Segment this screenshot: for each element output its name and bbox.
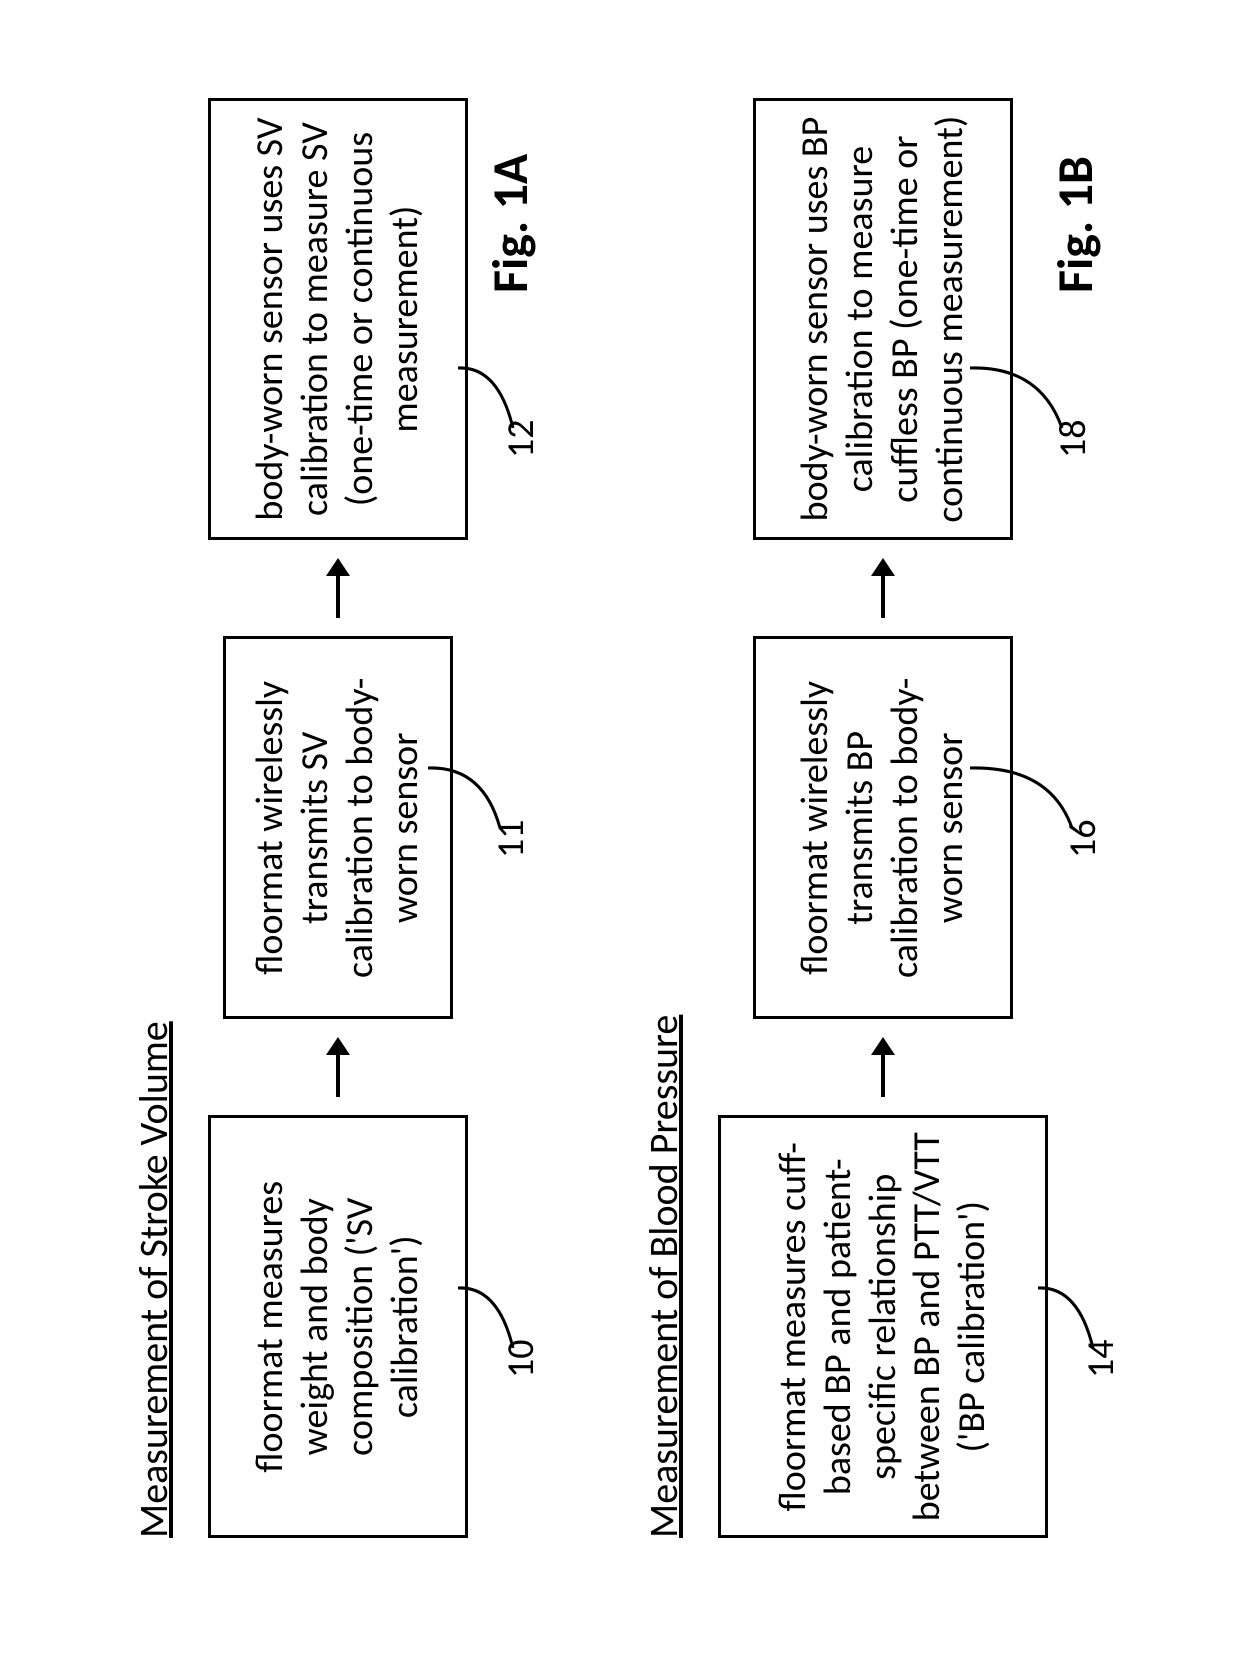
- arrow-icon: [863, 558, 903, 618]
- figure-b-ref-1: 14: [1078, 1339, 1124, 1378]
- figure-b-box-1: floormat measures cuff-based BP and pati…: [718, 1115, 1048, 1538]
- figure-a-ref-3: 12: [498, 419, 544, 458]
- figure-a-box-2: floormat wirelessly transmits SV calibra…: [223, 636, 453, 1019]
- figure-b-label: Fig. 1B: [1045, 156, 1106, 293]
- arrow-icon: [318, 1037, 358, 1097]
- figure-a-label: Fig. 1A: [480, 154, 541, 293]
- figure-a-box-1: floormat measures weight and body compos…: [208, 1115, 468, 1538]
- figure-b-ref-2: 16: [1060, 819, 1106, 858]
- figure-b-box-3: body-worn sensor uses BP calibration to …: [753, 98, 1013, 540]
- figure-b-ref-3: 18: [1050, 419, 1096, 458]
- figure-a-box-3: body-worn sensor uses SV calibration to …: [208, 98, 468, 540]
- figure-a-heading: Measurement of Stroke Volume: [130, 98, 178, 1538]
- figure-b-heading: Measurement of Blood Pressure: [640, 98, 688, 1538]
- figure-a-ref-1: 10: [498, 1339, 544, 1378]
- arrow-icon: [318, 558, 358, 618]
- arrow-icon: [863, 1037, 903, 1097]
- diagram-canvas: Measurement of Stroke Volume floormat me…: [0, 0, 1240, 1678]
- figure-a: Measurement of Stroke Volume floormat me…: [130, 98, 468, 1538]
- figure-a-ref-2: 11: [488, 819, 534, 858]
- figure-b: Measurement of Blood Pressure floormat m…: [640, 98, 1048, 1538]
